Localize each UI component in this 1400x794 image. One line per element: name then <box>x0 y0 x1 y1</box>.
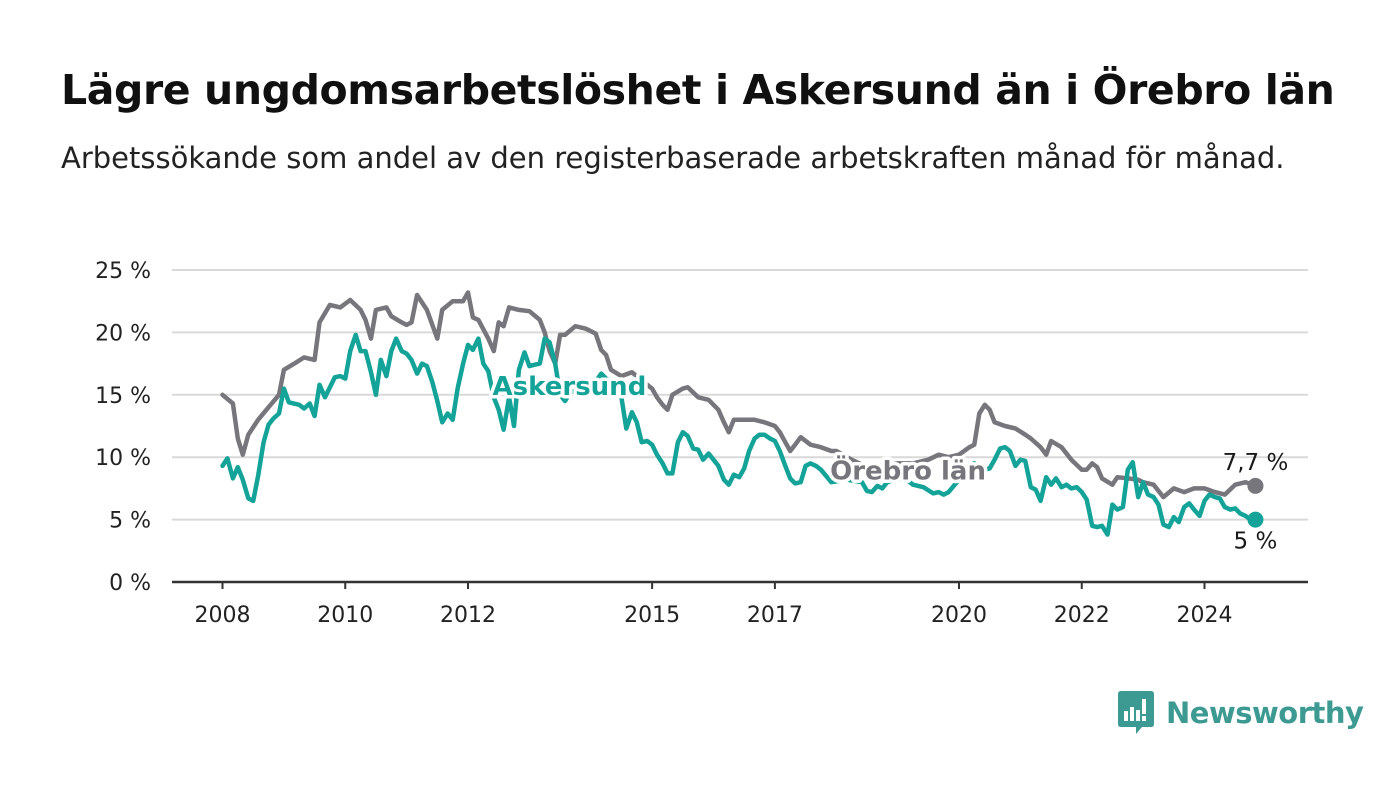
series-layer <box>220 290 1264 537</box>
x-tick-label: 2022 <box>1054 603 1110 628</box>
x-tick-label: 2015 <box>624 603 680 628</box>
series-inline-label: Askersund <box>493 372 647 402</box>
x-tick-label: 2017 <box>747 603 803 628</box>
y-tick-label: 10 % <box>95 446 151 471</box>
y-tick-label: 25 % <box>95 259 151 284</box>
grid-layer <box>172 269 1308 521</box>
series-end-label: 7,7 % <box>1223 450 1289 476</box>
x-tick-label: 2008 <box>195 603 251 628</box>
y-tick-label: 20 % <box>95 321 151 346</box>
x-tick-label: 2024 <box>1177 603 1233 628</box>
series-line-1 <box>220 332 1258 537</box>
x-tick-label: 2020 <box>931 603 987 628</box>
y-tick-label: 5 % <box>109 509 151 534</box>
x-tick-label: 2012 <box>440 603 496 628</box>
series-end-marker-1 <box>1247 511 1264 528</box>
chart-title: Lägre ungdomsarbetslöshet i Askersund än… <box>61 66 1335 114</box>
series-end-marker-0 <box>1247 477 1264 494</box>
label-layer: Askersund Örebro län 7,7 % 5 % <box>489 368 1289 555</box>
axis-layer: 0 % 5 % 10 % 15 % 20 % 25 % 2008 2010 2012 2015 20… <box>95 259 1308 628</box>
chart-subtitle: Arbetssökande som andel av den registerb… <box>61 141 1285 175</box>
y-tick-label: 0 % <box>109 571 151 596</box>
newsworthy-logo-text: Newsworthy <box>1166 696 1364 730</box>
series-line-0 <box>220 290 1258 500</box>
y-tick-label: 15 % <box>95 384 151 409</box>
series-inline-label: Örebro län <box>830 454 986 487</box>
newsworthy-logo: Newsworthy <box>1118 690 1364 736</box>
series-end-label: 5 % <box>1234 529 1278 555</box>
newsworthy-logo-icon <box>1118 691 1154 734</box>
x-tick-label: 2010 <box>317 603 373 628</box>
